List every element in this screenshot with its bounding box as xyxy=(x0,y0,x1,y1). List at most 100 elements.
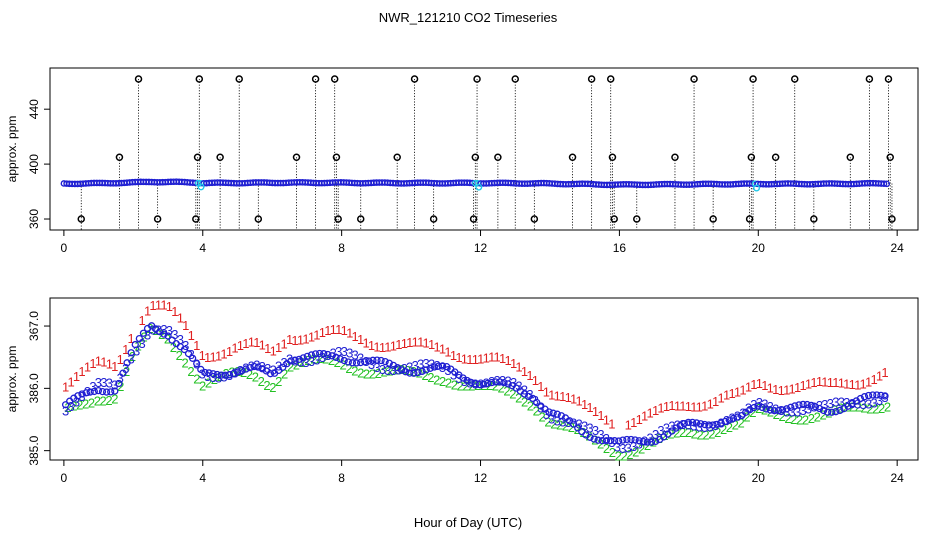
detail-series-1-point: 1 xyxy=(734,384,741,399)
detail-series-2-point: 2 xyxy=(433,372,440,387)
detail-series-1-point: 1 xyxy=(253,335,260,350)
detail-series-3-point: 3 xyxy=(756,395,763,410)
detail-series-2-point: 2 xyxy=(626,447,633,462)
overview-outlier-point xyxy=(865,75,874,83)
detail-series-1-point: 1 xyxy=(275,340,282,355)
detail-series-2-point: 2 xyxy=(88,396,95,411)
overview-outlier-point xyxy=(192,215,200,223)
overview-outlier-point xyxy=(610,215,618,223)
detail-series-2-point: 2 xyxy=(363,367,370,382)
detail-data-point xyxy=(479,380,488,388)
detail-series-1-point: 1 xyxy=(160,297,167,312)
detail-series-3-point: 3 xyxy=(657,423,664,438)
detail-series-3-point: 3 xyxy=(122,361,129,376)
detail-data-point xyxy=(139,329,148,337)
detail-series-1-point: 1 xyxy=(220,347,227,362)
detail-data-point xyxy=(201,368,209,377)
detail-data-point xyxy=(303,352,311,360)
detail-series-1-point: 1 xyxy=(73,369,80,384)
detail-series-1-point: 1 xyxy=(592,404,599,419)
detail-data-point xyxy=(340,356,348,365)
detail-series-1-point: 1 xyxy=(641,408,648,423)
detail-series-3-point: 3 xyxy=(586,420,593,435)
detail-series-1-point: 1 xyxy=(652,403,659,418)
detail-data-point xyxy=(586,433,594,441)
overview-outlier-point xyxy=(846,153,855,161)
detail-series-1-point: 1 xyxy=(106,357,113,372)
detail-series-1-point: 1 xyxy=(439,342,446,357)
detail-series-2-point: 2 xyxy=(574,422,581,437)
detail-series-3-point: 3 xyxy=(625,440,632,455)
detail-series-2-point: 2 xyxy=(76,398,83,413)
overview-outlier-point xyxy=(216,153,224,161)
detail-data-point xyxy=(324,350,332,359)
detail-data-point xyxy=(873,391,881,399)
detail-series-2-point: 2 xyxy=(293,357,300,372)
detail-data-point xyxy=(860,393,869,401)
detail-series-2-point: 2 xyxy=(503,383,510,398)
detail-data-point xyxy=(762,405,770,413)
detail-series-3-point: 3 xyxy=(275,359,282,374)
detail-series-1-point: 1 xyxy=(696,400,703,415)
detail-series-1-point: 1 xyxy=(401,336,408,351)
detail-series-2-point: 2 xyxy=(819,408,826,423)
detail-series-1-point: 1 xyxy=(231,341,238,356)
detail-series-3-point: 3 xyxy=(346,345,353,360)
detail-series-1-point: 1 xyxy=(264,341,271,356)
detail-series-1-point: 1 xyxy=(767,380,774,395)
detail-data-point xyxy=(438,362,447,370)
detail-series-1-point: 1 xyxy=(341,323,348,338)
detail-series-2-point: 2 xyxy=(732,418,739,433)
detail-data-point xyxy=(504,380,512,388)
detail-series-1-point: 1 xyxy=(554,389,561,404)
detail-data-point xyxy=(471,380,479,388)
detail-series-2-point: 2 xyxy=(281,367,288,382)
detail-series-1-point: 1 xyxy=(510,356,517,371)
detail-series-1-point: 1 xyxy=(707,397,714,412)
detail-series-3-point: 3 xyxy=(138,336,145,351)
detail-data-point xyxy=(229,370,238,378)
detail-series-1-point: 1 xyxy=(849,377,856,392)
overview-y-tick-label: 400 xyxy=(27,154,41,174)
overview-outlier-point xyxy=(115,153,124,161)
detail-series-1-point: 1 xyxy=(182,318,189,333)
detail-series-2-point: 2 xyxy=(878,401,885,416)
detail-series-1-point: 1 xyxy=(537,379,544,394)
detail-series-3-point: 3 xyxy=(106,376,113,391)
overview-outlier-point xyxy=(888,215,896,223)
detail-series-1-point: 1 xyxy=(799,378,806,393)
detail-series-2-point: 2 xyxy=(129,349,136,364)
detail-series-2-point: 2 xyxy=(749,405,756,420)
detail-series-1-point: 1 xyxy=(111,359,118,374)
detail-series-3-point: 3 xyxy=(570,416,577,431)
detail-series-2-point: 2 xyxy=(445,376,452,391)
detail-series-1-point: 1 xyxy=(455,350,462,365)
detail-series-3-point: 3 xyxy=(209,370,216,385)
overview-y-axis: 360 400 440 xyxy=(27,99,50,229)
overview-x-tick-label: 0 xyxy=(61,241,68,255)
detail-series-2-point: 2 xyxy=(94,394,101,409)
detail-data-point xyxy=(483,379,492,387)
detail-series-3-point: 3 xyxy=(171,327,178,342)
detail-y-tick-label: 386.0 xyxy=(27,373,41,403)
detail-series-1-point: 1 xyxy=(149,298,156,313)
overview-outlier-point xyxy=(745,215,754,223)
detail-series-1-point: 1 xyxy=(794,380,801,395)
detail-series-3-point: 3 xyxy=(472,377,479,392)
detail-series-2-point: 2 xyxy=(866,401,873,416)
detail-y-axis: 385.0 386.0 367.0 xyxy=(27,311,50,466)
detail-series-1-point: 1 xyxy=(543,384,550,399)
detail-series-3-point: 3 xyxy=(368,357,375,372)
detail-data-point xyxy=(684,418,693,427)
detail-series-3-point: 3 xyxy=(373,360,380,375)
detail-data-point xyxy=(758,403,766,412)
detail-series-1-point: 1 xyxy=(412,334,419,349)
detail-series-2-point: 2 xyxy=(70,398,77,413)
detail-series-2-point: 2 xyxy=(884,400,891,415)
detail-data-point xyxy=(602,437,611,445)
detail-data-point xyxy=(647,438,656,446)
detail-data-point xyxy=(598,437,606,445)
detail-data-point xyxy=(295,355,303,364)
overview-outlier-point xyxy=(633,215,641,223)
detail-series-1-point: 1 xyxy=(728,386,735,401)
